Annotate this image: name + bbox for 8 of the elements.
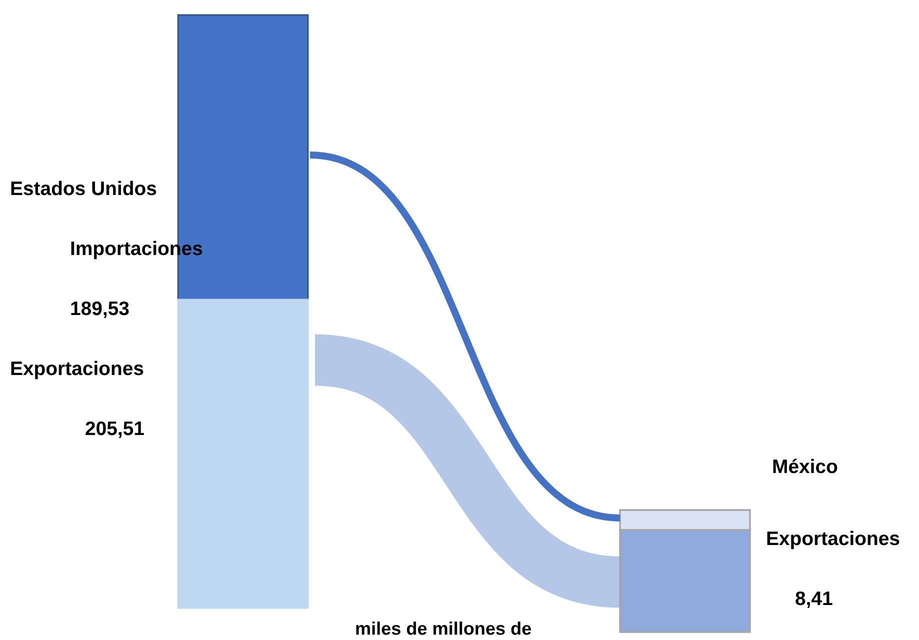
- text: Estados Unidos: [11, 180, 156, 196]
- text: miles de millones de: [356, 622, 531, 635]
- text: México: [773, 458, 838, 474]
- category-label: Exportaciones: [767, 530, 900, 550]
- data-label: 189,53: [71, 301, 129, 318]
- data-label: 8,41: [796, 591, 832, 608]
- data-label: 205,51: [86, 421, 144, 438]
- category-label: Exportaciones: [11, 360, 144, 380]
